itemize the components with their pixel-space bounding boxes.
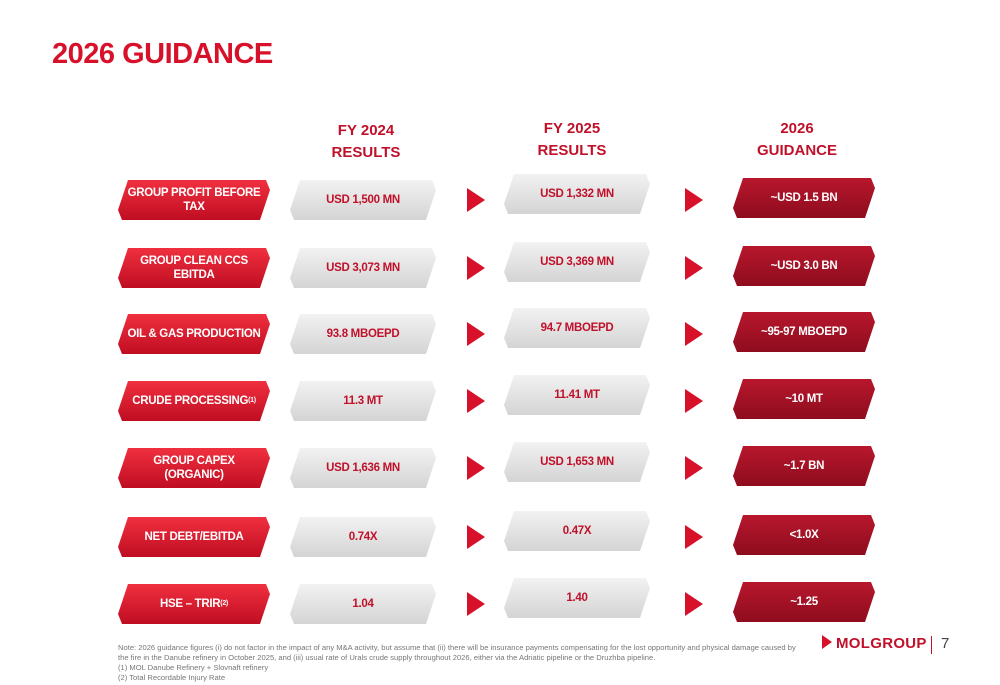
value-fy2024: USD 3,073 MN xyxy=(290,248,436,288)
row-label-text: OIL & GAS PRODUCTION xyxy=(127,328,261,340)
value-guidance: ~1.7 BN xyxy=(733,446,875,486)
row-label: HSE – TRIR (2) xyxy=(118,584,270,624)
row-label: GROUP PROFIT BEFORE TAX xyxy=(118,180,270,220)
value-fy2024: 0.74X xyxy=(290,517,436,557)
column-header: FY 2024 RESULTS xyxy=(286,120,446,164)
row-label-text: GROUP PROFIT BEFORE TAX xyxy=(127,187,261,213)
value-fy2025: 1.40 xyxy=(504,578,650,618)
value-fy2024: 1.04 xyxy=(290,584,436,624)
row-label: GROUP CLEAN CCS EBITDA xyxy=(118,248,270,288)
value-guidance: <1.0X xyxy=(733,515,875,555)
value-fy2024: USD 1,500 MN xyxy=(290,180,436,220)
column-header: FY 2025 RESULTS xyxy=(492,118,652,162)
arrow xyxy=(685,525,703,549)
row-label: NET DEBT/EBITDA xyxy=(118,517,270,557)
column-header-line: RESULTS xyxy=(331,144,401,161)
value-guidance: ~USD 3.0 BN xyxy=(733,246,875,286)
arrow xyxy=(685,389,703,413)
row-label: GROUP CAPEX (ORGANIC) xyxy=(118,448,270,488)
column-header: 2026 GUIDANCE xyxy=(717,118,877,162)
value-guidance: ~1.25 xyxy=(733,582,875,622)
separator xyxy=(931,636,932,654)
value-guidance: ~USD 1.5 BN xyxy=(733,178,875,218)
value-fy2025: USD 1,332 MN xyxy=(504,174,650,214)
column-header-line: 2026 xyxy=(780,120,814,137)
footnote: Note: 2026 guidance figures (i) do not f… xyxy=(118,643,796,662)
footnote: (2) Total Recordable Injury Rate xyxy=(118,673,226,682)
arrow xyxy=(467,525,485,549)
row-label: OIL & GAS PRODUCTION xyxy=(118,314,270,354)
footnotes: Note: 2026 guidance figures (i) do not f… xyxy=(118,643,798,683)
arrow xyxy=(467,389,485,413)
value-fy2025: USD 1,653 MN xyxy=(504,442,650,482)
column-header-line: FY 2025 xyxy=(543,120,601,137)
logo-text: MOLGROUP xyxy=(836,635,927,652)
value-fy2025: 94.7 MBOEPD xyxy=(504,308,650,348)
arrow xyxy=(467,256,485,280)
arrow xyxy=(685,322,703,346)
value-fy2025: 0.47X xyxy=(504,511,650,551)
footnote: (1) MOL Danube Refinery + Slovnaft refin… xyxy=(118,663,269,672)
arrow xyxy=(685,456,703,480)
arrow xyxy=(467,456,485,480)
value-fy2024: 93.8 MBOEPD xyxy=(290,314,436,354)
column-header-line: RESULTS xyxy=(537,142,607,159)
arrow xyxy=(467,322,485,346)
row-label-text: CRUDE PROCESSING xyxy=(132,395,249,407)
row-label-text: GROUP CAPEX (ORGANIC) xyxy=(153,455,235,481)
logo: MOLGROUP xyxy=(822,635,927,652)
value-fy2025: USD 3,369 MN xyxy=(504,242,650,282)
row-label-text: HSE – TRIR xyxy=(160,598,221,610)
column-header-line: GUIDANCE xyxy=(756,142,837,159)
value-fy2025: 11.41 MT xyxy=(504,375,650,415)
value-fy2024: USD 1,636 MN xyxy=(290,448,436,488)
footnote-ref: (2) xyxy=(220,600,228,607)
page-number: 7 xyxy=(941,635,950,652)
row-label: CRUDE PROCESSING (1) xyxy=(118,381,270,421)
column-header-line: FY 2024 xyxy=(337,122,395,139)
arrow xyxy=(685,256,703,280)
slide-title: 2026 GUIDANCE xyxy=(52,38,273,70)
value-fy2024: 11.3 MT xyxy=(290,381,436,421)
row-label-text: GROUP CLEAN CCS EBITDA xyxy=(140,255,248,281)
value-guidance: ~95-97 MBOEPD xyxy=(733,312,875,352)
arrow xyxy=(685,188,703,212)
arrow xyxy=(467,592,485,616)
arrow xyxy=(467,188,485,212)
value-guidance: ~10 MT xyxy=(733,379,875,419)
footnote-ref: (1) xyxy=(248,397,256,404)
arrow xyxy=(685,592,703,616)
row-label-text: NET DEBT/EBITDA xyxy=(144,531,244,543)
